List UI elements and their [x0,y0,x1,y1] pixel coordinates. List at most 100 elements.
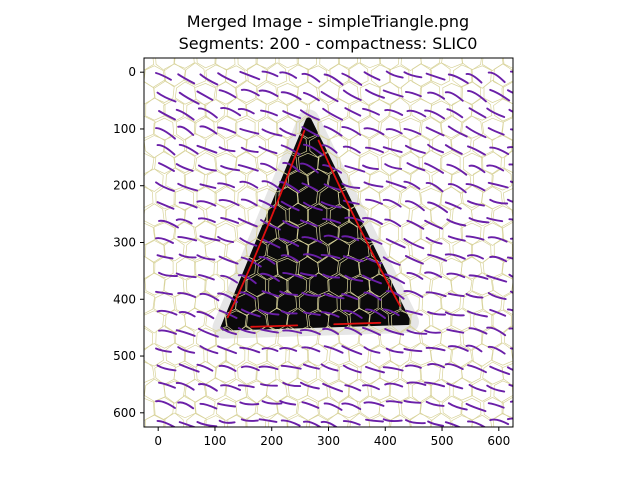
flow-stroke [196,200,217,207]
segment-cell [204,415,225,427]
segment-cell [514,345,535,367]
y-tick-label: 0 [128,65,136,79]
segment-cell [153,254,174,279]
flow-stroke [178,253,197,259]
flow-stroke [239,346,261,354]
x-tick-label: 400 [374,434,397,448]
segment-cell [194,152,217,176]
segment-cell [297,397,319,422]
segment-cell [224,203,246,227]
segment-cell [461,115,483,139]
segment-cell [153,222,176,246]
flow-stroke [385,180,407,189]
segment-cell [523,433,544,456]
flow-stroke [341,126,362,136]
flow-stroke [239,180,259,189]
flow-stroke [282,271,304,279]
segment-cell [389,97,411,121]
flow-stroke [155,72,172,81]
segment-cell [245,237,268,262]
flow-stroke [323,345,344,354]
segment-cell [245,98,267,122]
segment-cell [512,419,513,427]
segment-cell [174,149,196,174]
x-tick-label: 500 [431,434,454,448]
segment-cell [204,99,226,123]
segment-cell [501,256,513,280]
segment-cell [511,383,513,398]
segment-cell [503,325,513,349]
flow-stroke [363,401,385,407]
flow-stroke [447,402,468,411]
flow-stroke [279,290,299,296]
flow-stroke [199,73,219,86]
flow-stroke [322,327,340,335]
flow-stroke [197,327,219,338]
segment-cell [410,412,432,427]
segment-cell [431,132,453,157]
segment-cell [195,220,217,244]
flow-stroke [489,418,510,426]
flow-stroke [178,310,196,318]
segment-cell [450,170,472,194]
flow-stroke [467,145,486,156]
flow-stroke [489,365,511,376]
segment-cell [368,308,390,332]
flow-stroke [382,418,403,423]
flow-stroke [363,127,385,136]
flow-stroke [506,146,513,149]
segment-cell [317,150,339,174]
flow-stroke [280,91,302,101]
flow-stroke [261,128,283,137]
flow-stroke [404,200,425,212]
flow-stroke [261,180,282,191]
segment-cell [237,361,258,385]
flow-stroke [444,363,464,371]
flow-stroke [258,308,280,316]
flow-stroke [508,327,513,330]
segment-cell [144,291,155,315]
flow-stroke [196,310,215,320]
flow-stroke [424,162,445,174]
segment-cell [256,149,279,174]
flow-stroke [260,109,278,117]
flow-stroke [404,144,426,154]
flow-stroke [486,217,504,223]
segment-cell [204,132,226,156]
flow-stroke [155,237,174,244]
segment-cell [481,186,503,210]
segment-cell [176,433,196,455]
flow-stroke [156,144,176,156]
segment-cell [409,309,431,334]
segment-cell [442,220,463,244]
segment-cell [492,274,513,297]
segment-cell [163,237,185,262]
segment-cell [255,58,277,69]
segment-cell [204,239,226,263]
segment-cell [462,431,483,454]
flow-stroke [446,163,468,176]
flow-stroke [302,91,320,102]
flow-stroke [280,419,301,427]
flow-stroke [178,201,198,209]
flow-stroke [320,201,342,209]
flow-stroke [220,165,241,172]
segment-cell [339,149,361,174]
flow-stroke [487,292,507,301]
flow-stroke [362,164,379,171]
segment-cell [144,272,166,296]
flow-stroke [382,198,402,208]
flow-stroke [467,364,487,374]
flow-stroke [403,289,424,298]
segment-cell [286,273,307,298]
flow-stroke [446,108,464,119]
segment-cell [183,169,205,193]
segment-cell [214,184,236,208]
flow-stroke [424,381,446,388]
flow-stroke [240,198,258,207]
segment-cell [256,394,279,419]
segment-cell [185,275,207,299]
flow-stroke [509,237,513,240]
flow-stroke [447,235,466,242]
contour-segment [226,129,306,319]
